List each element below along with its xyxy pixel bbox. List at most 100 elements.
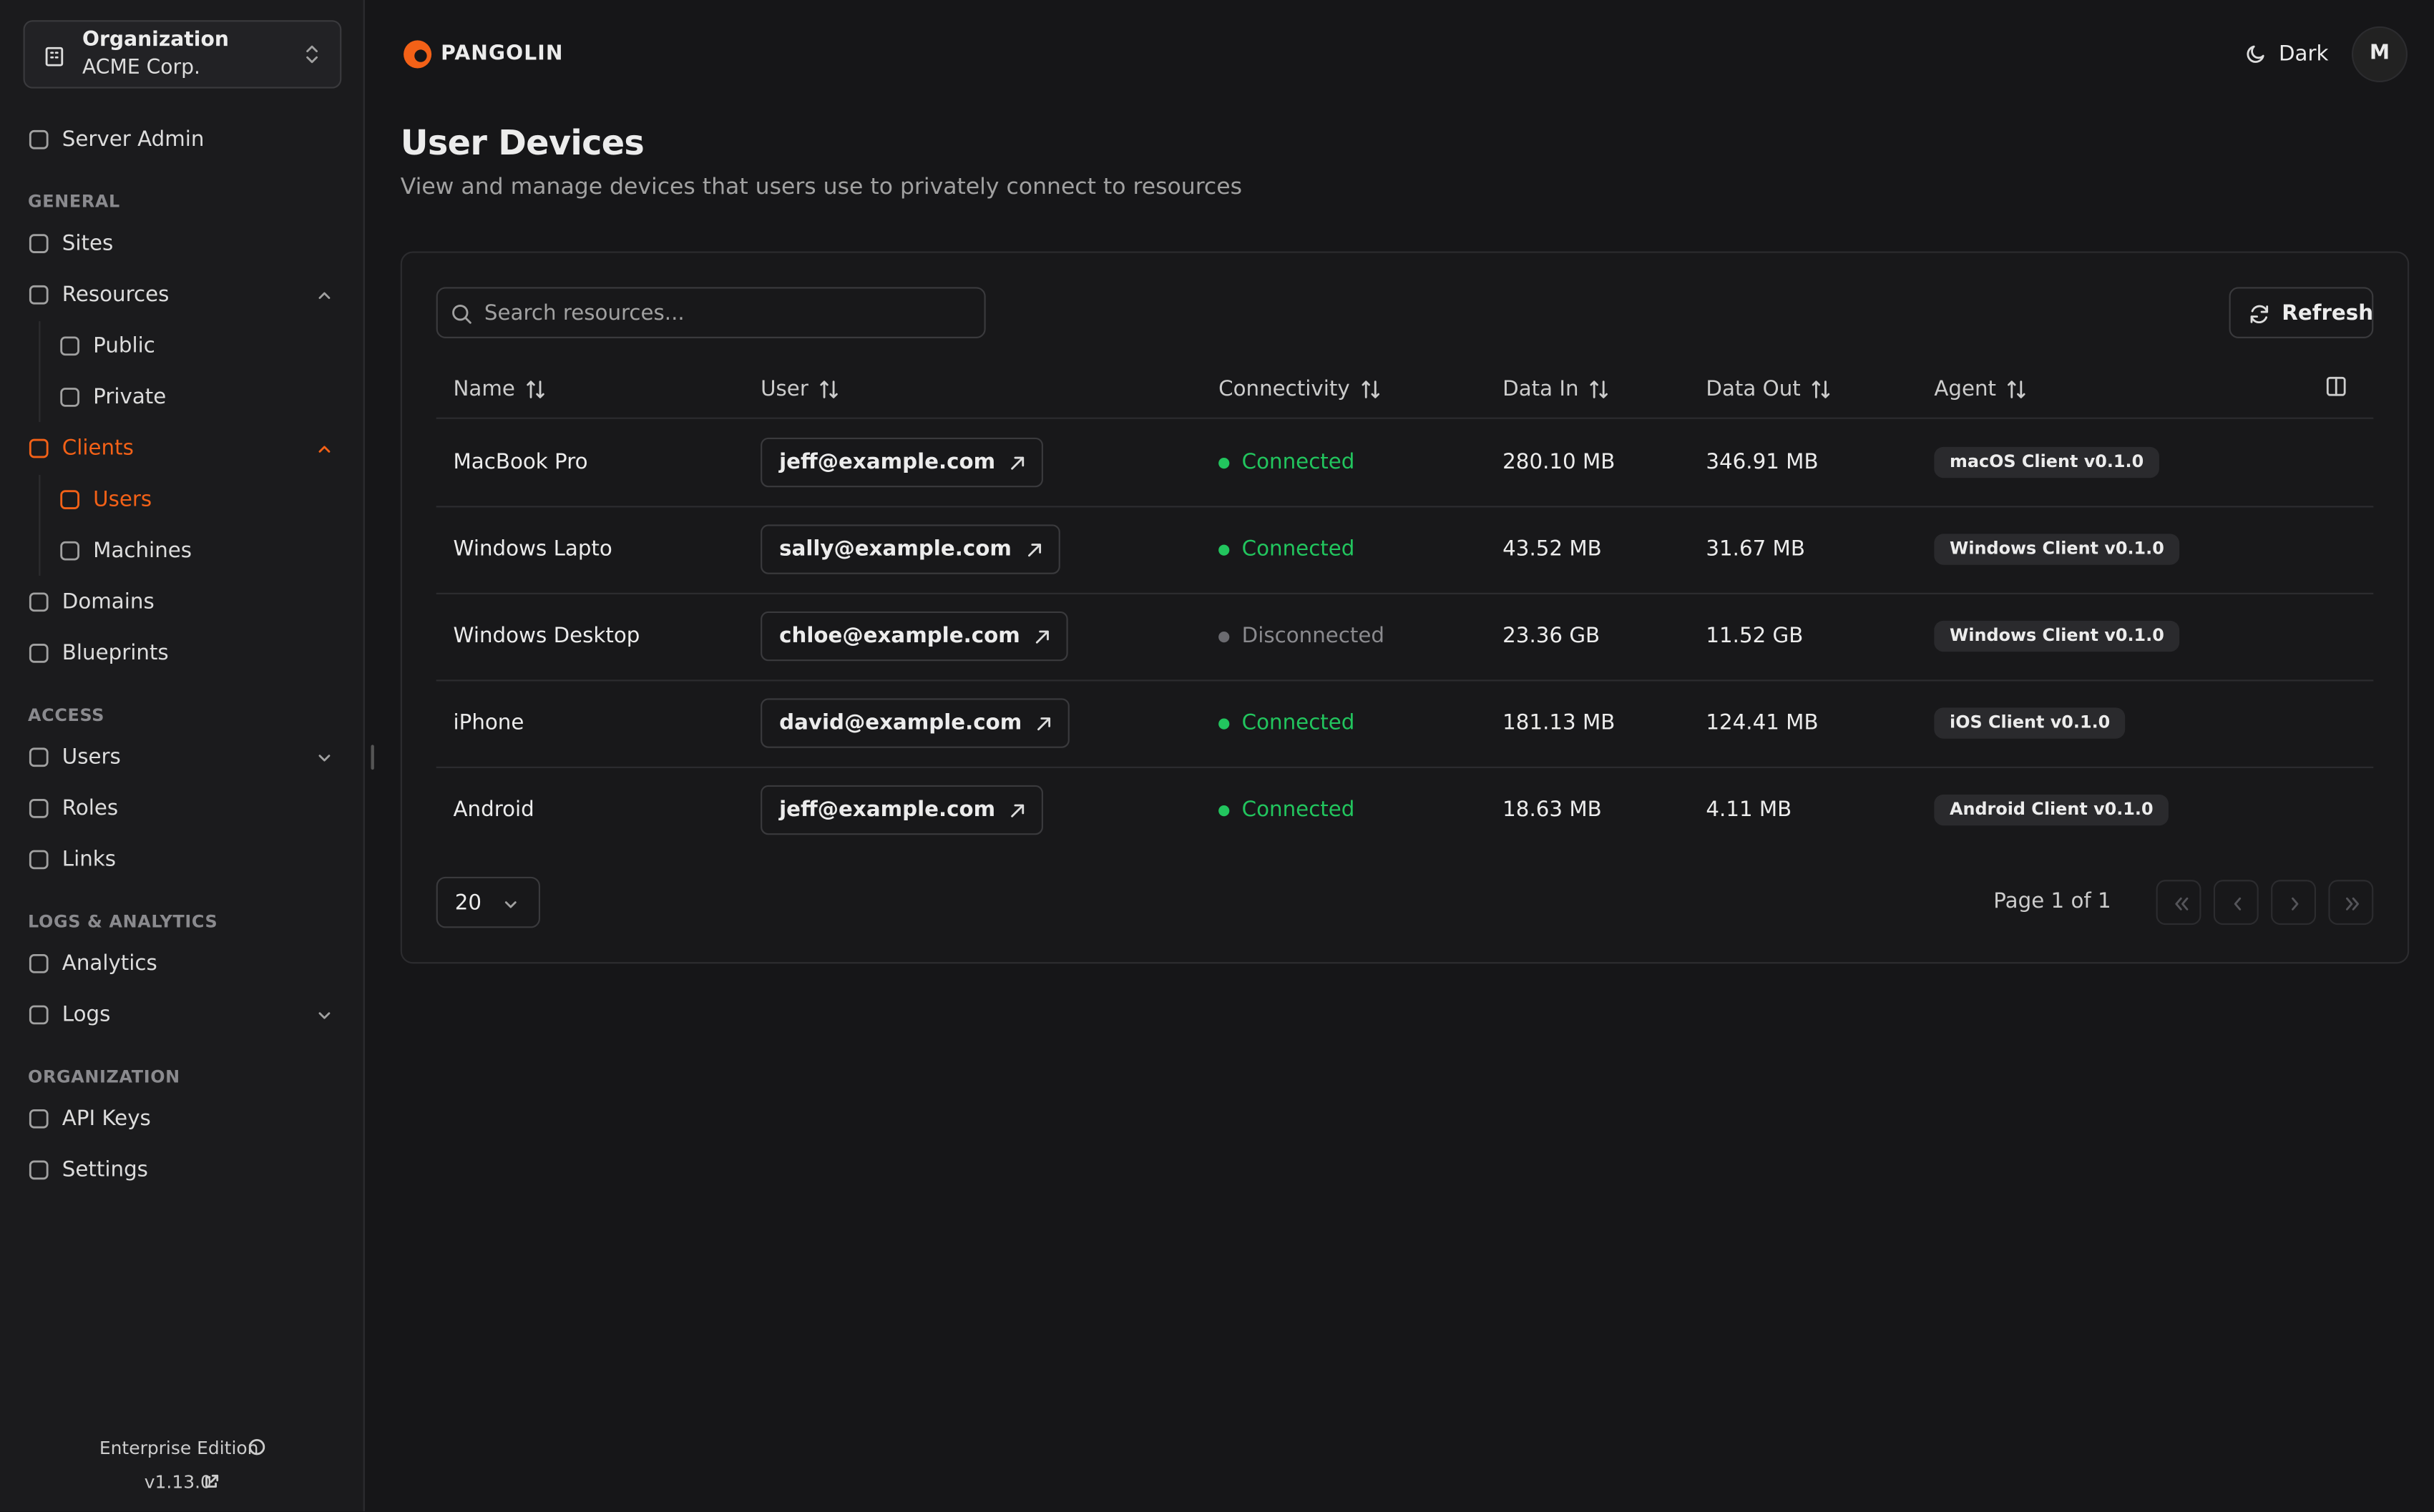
section-title: ACCESS xyxy=(28,705,105,726)
cell-data-in: 280.10 MB xyxy=(1502,450,1616,475)
version[interactable]: v1.13.0 xyxy=(144,1471,212,1493)
cell-connectivity: Connected xyxy=(1241,536,1355,562)
avatar[interactable]: M xyxy=(2351,26,2408,82)
page-arrow xyxy=(2175,897,2189,910)
search-icon xyxy=(452,305,471,324)
refresh-icon xyxy=(2250,305,2269,324)
cell-data-in: 43.52 MB xyxy=(1502,536,1602,562)
nav-subitem-icon xyxy=(60,490,79,509)
cell-name: Android xyxy=(453,797,534,823)
org-switcher[interactable]: Organization ACME Corp. xyxy=(23,20,342,89)
cell-data-out: 4.11 MB xyxy=(1706,797,1792,823)
page-button[interactable] xyxy=(2271,880,2317,926)
link-arrow xyxy=(1011,456,1025,470)
chevron xyxy=(318,755,331,762)
nav-tree-line xyxy=(39,321,41,423)
github-icon xyxy=(248,1438,265,1455)
page-size-select[interactable]: 20 xyxy=(436,876,541,928)
nav-subitem[interactable]: Users xyxy=(93,487,152,512)
agent-badge: Android Client v0.1.0 xyxy=(1934,794,2169,826)
sidebar xyxy=(0,0,365,1512)
chevron xyxy=(318,292,331,299)
nav-item[interactable]: Resources xyxy=(62,282,170,308)
column-header[interactable]: Data Out xyxy=(1706,377,1801,402)
nav-subitem[interactable]: Public xyxy=(93,333,155,359)
column-header[interactable]: Agent xyxy=(1934,377,1997,402)
user-link[interactable]: chloe@example.com xyxy=(761,611,1068,662)
header-divider xyxy=(436,417,2374,419)
nav-item[interactable]: Domains xyxy=(62,589,155,615)
nav-item-icon xyxy=(29,592,49,612)
row-divider xyxy=(436,766,2374,768)
column-header[interactable]: Data In xyxy=(1502,377,1579,402)
nav-item[interactable]: Settings xyxy=(62,1157,148,1183)
columns-icon xyxy=(2326,376,2346,396)
user-link[interactable]: david@example.com xyxy=(761,698,1070,748)
nav-subitem[interactable]: Private xyxy=(93,385,167,410)
nav-item-icon xyxy=(29,438,49,458)
nav-subitem[interactable]: Machines xyxy=(93,538,192,564)
cell-data-out: 31.67 MB xyxy=(1706,536,1805,562)
theme-toggle[interactable]: Dark xyxy=(2278,41,2329,67)
column-header[interactable]: User xyxy=(761,377,808,402)
nav-item[interactable]: Sites xyxy=(62,231,114,256)
chevrons xyxy=(306,45,318,64)
agent-badge: Windows Client v0.1.0 xyxy=(1934,534,2180,565)
nav-item[interactable]: Analytics xyxy=(62,951,157,976)
edition[interactable]: Enterprise Edition xyxy=(99,1437,259,1459)
link-arrow xyxy=(1027,544,1041,557)
search-placeholder: Search resources... xyxy=(484,300,685,326)
moon-icon xyxy=(2247,45,2264,63)
page-button[interactable] xyxy=(2156,880,2201,926)
page-button[interactable] xyxy=(2213,880,2259,926)
cell-data-out: 346.91 MB xyxy=(1706,450,1819,475)
link-arrow xyxy=(1036,630,1050,644)
nav-item-icon xyxy=(29,1109,49,1129)
nav-item[interactable]: Users xyxy=(62,745,121,770)
sort-icon xyxy=(526,381,544,398)
refresh-button[interactable]: Refresh xyxy=(2229,287,2374,338)
nav-item[interactable]: Logs xyxy=(62,1002,111,1028)
org-icon xyxy=(45,46,64,67)
page-button[interactable] xyxy=(2328,880,2374,926)
nav-item[interactable]: API Keys xyxy=(62,1106,151,1131)
sort-icon xyxy=(1361,381,1379,398)
cell-connectivity: Disconnected xyxy=(1241,624,1385,649)
nav-item-icon xyxy=(29,285,49,305)
user-link[interactable]: jeff@example.com xyxy=(761,437,1044,488)
status-dot xyxy=(1218,632,1230,643)
user-link[interactable]: sally@example.com xyxy=(761,524,1060,574)
org-name: ACME Corp. xyxy=(82,57,201,80)
nav-item-icon xyxy=(29,799,49,818)
status-dot xyxy=(1218,544,1230,556)
column-header[interactable]: Name xyxy=(453,377,515,402)
column-header[interactable]: Connectivity xyxy=(1218,377,1350,402)
status-dot xyxy=(1218,458,1230,469)
nav-item[interactable]: Clients xyxy=(62,436,134,461)
cell-connectivity: Connected xyxy=(1241,710,1355,736)
sort-icon xyxy=(819,381,838,398)
agent-badge: iOS Client v0.1.0 xyxy=(1934,707,2126,739)
resize-handle xyxy=(371,745,374,770)
section-title: ORGANIZATION xyxy=(28,1066,180,1087)
nav-item[interactable]: Links xyxy=(62,847,117,873)
nav-server-admin[interactable]: Server Admin xyxy=(62,127,205,152)
nav-item-icon xyxy=(29,1005,49,1025)
nav-item[interactable]: Blueprints xyxy=(62,641,169,666)
row-divider xyxy=(436,592,2374,594)
nav-subitem-icon xyxy=(60,388,79,407)
cell-data-in: 23.36 GB xyxy=(1502,624,1600,649)
section-title: LOGS & ANALYTICS xyxy=(28,911,218,932)
user-link[interactable]: jeff@example.com xyxy=(761,785,1044,835)
nav-item[interactable]: Roles xyxy=(62,796,119,821)
external-icon xyxy=(205,1474,219,1488)
logo xyxy=(404,40,432,69)
nav-item-icon xyxy=(29,644,49,663)
cell-name: Windows Desktop xyxy=(453,624,640,649)
search-box[interactable]: Search resources... xyxy=(436,287,986,338)
nav-item-icon xyxy=(29,850,49,870)
cell-connectivity: Connected xyxy=(1241,450,1355,475)
nav-tree-line xyxy=(39,474,41,576)
org-label: Organization xyxy=(82,29,229,52)
